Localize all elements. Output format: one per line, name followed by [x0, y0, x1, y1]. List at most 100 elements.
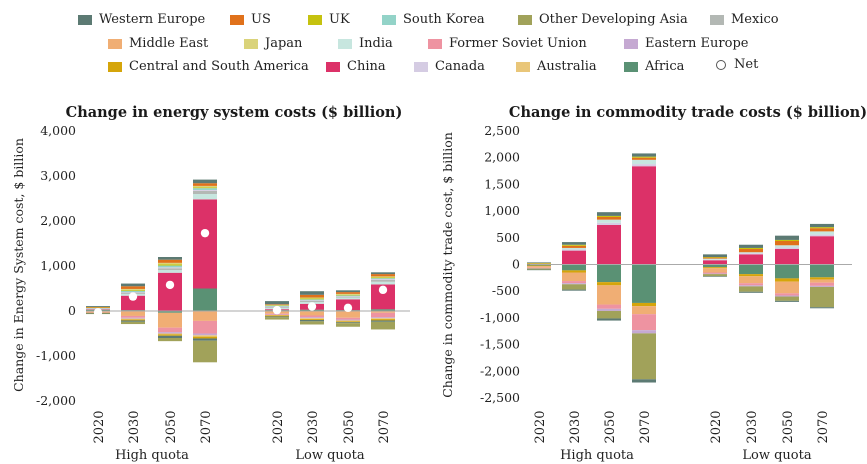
- bar-segment: [632, 330, 656, 334]
- y-axis-label: Change in Energy System cost, $ billion: [11, 138, 26, 392]
- legend-swatch: [108, 61, 122, 72]
- legend-swatch: [428, 38, 442, 49]
- net-marker-icon: [716, 59, 726, 70]
- bar-segment: [193, 335, 217, 337]
- x-tick-label: 2020: [709, 410, 724, 443]
- bar-segment: [739, 276, 763, 284]
- y-tick-label: 2,000: [40, 213, 76, 228]
- bar-segment: [193, 189, 217, 191]
- group-label: High quota: [560, 448, 634, 463]
- bar-segment: [739, 291, 763, 293]
- legend-item-south-korea: South Korea: [382, 12, 485, 27]
- bar-segment: [371, 272, 395, 275]
- legend-label: Japan: [265, 36, 303, 51]
- bar-segment: [597, 215, 621, 217]
- legend-item-uk: UK: [308, 12, 350, 27]
- net-point: [200, 228, 210, 238]
- bar-segment: [739, 285, 763, 287]
- bar-segment: [775, 249, 799, 265]
- bar-segment: [527, 265, 551, 267]
- bar-segment: [597, 282, 621, 286]
- bar-segment: [739, 264, 763, 275]
- bar-segment: [739, 253, 763, 255]
- bar-segment: [121, 311, 145, 316]
- legend-label: Central and South America: [129, 59, 309, 74]
- bar-segment: [193, 179, 217, 184]
- y-tick-label: 2,500: [484, 123, 520, 138]
- bar-segment: [810, 286, 834, 308]
- bar-segment: [121, 286, 145, 289]
- bar-segment: [810, 234, 834, 237]
- bar-segment: [371, 318, 395, 320]
- net-point: [165, 280, 175, 290]
- bar-segment: [810, 285, 834, 287]
- bar-segment: [265, 314, 289, 316]
- y-tick-label: 2,000: [484, 150, 520, 165]
- legend-swatch: [382, 14, 396, 25]
- legend-item-india: India: [338, 36, 393, 51]
- bar-segment: [158, 265, 182, 268]
- bar-segment: [739, 274, 763, 277]
- bar-segment: [527, 262, 551, 264]
- bar-segment: [193, 336, 217, 339]
- bar-segment: [158, 311, 182, 313]
- bar-segment: [739, 252, 763, 254]
- bar-segment: [597, 318, 621, 321]
- bar-segment: [193, 190, 217, 194]
- legend-swatch: [516, 61, 530, 72]
- bar-segment: [193, 185, 217, 188]
- bar-segment: [300, 321, 324, 325]
- bar-segment: [371, 312, 395, 318]
- bar-segment: [632, 314, 656, 331]
- bar-segment: [562, 264, 586, 271]
- group-label: Low quota: [295, 448, 364, 463]
- bar-segment: [371, 274, 395, 277]
- legend-item-us: US: [230, 12, 271, 27]
- bar-segment: [121, 318, 145, 320]
- bar-segment: [562, 289, 586, 291]
- legend-label: South Korea: [403, 12, 485, 27]
- y-tick-label: 500: [496, 230, 520, 245]
- bar-segment: [775, 264, 799, 279]
- bar-segment: [703, 274, 727, 277]
- bar-segment: [265, 316, 289, 318]
- bar-segment: [527, 268, 551, 270]
- group-label: Low quota: [742, 448, 811, 463]
- bar-segment: [193, 338, 217, 341]
- bar-segment: [86, 306, 110, 308]
- legend-item-net: Net: [716, 57, 758, 72]
- bar-segment: [810, 236, 834, 265]
- bar-segment: [371, 321, 395, 330]
- bar-segment: [158, 262, 182, 265]
- bar-segment: [300, 291, 324, 295]
- bar-segment: [300, 300, 324, 302]
- bar-segment: [775, 281, 799, 294]
- bar-segment: [703, 268, 727, 273]
- bar-segment: [775, 278, 799, 282]
- y-tick-label: -2,500: [480, 390, 520, 405]
- legend-swatch: [308, 14, 322, 25]
- bar-segment: [562, 242, 586, 245]
- bar-segment: [300, 300, 324, 301]
- bar-segment: [158, 268, 182, 271]
- net-point: [343, 303, 353, 313]
- bar-segment: [336, 290, 360, 293]
- bar-segment: [121, 283, 145, 287]
- legend-item-canada: Canada: [414, 59, 485, 74]
- legend-swatch: [414, 61, 428, 72]
- bar-segment: [632, 164, 656, 167]
- bar-segment: [739, 283, 763, 286]
- bar-segment: [300, 294, 324, 298]
- bar-segment: [336, 297, 360, 300]
- bar-segment: [158, 257, 182, 260]
- bar-segment: [775, 245, 799, 248]
- legend-item-former-soviet-union: Former Soviet Union: [428, 36, 587, 51]
- y-tick-label: -1,000: [36, 348, 76, 363]
- legend-item-central-and-south-america: Central and South America: [108, 59, 309, 74]
- y-tick-label: -1,500: [480, 337, 520, 352]
- y-tick-label: -500: [492, 283, 520, 298]
- bar-segment: [371, 320, 395, 322]
- bar-segment: [265, 305, 289, 306]
- bar-segment: [597, 304, 621, 309]
- bar-segment: [597, 224, 621, 265]
